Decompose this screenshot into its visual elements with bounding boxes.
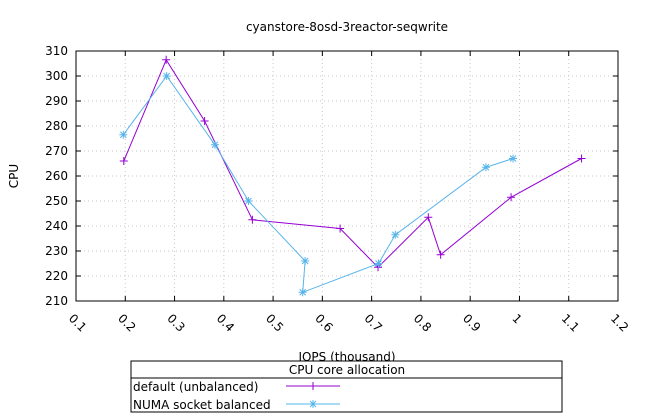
chart-title: cyanstore-8osd-3reactor-seqwrite <box>246 20 448 34</box>
y-tick-label: 260 <box>45 169 68 183</box>
y-tick-label: 290 <box>45 94 68 108</box>
data-point-default <box>436 250 445 259</box>
data-point-numa <box>210 140 219 149</box>
y-axis-label: CPU <box>7 164 21 188</box>
x-tick-label: 0.4 <box>214 311 237 334</box>
grid-lines <box>75 50 619 302</box>
data-point-default <box>119 157 128 165</box>
legend-marker-numa <box>309 400 317 408</box>
axis-ticks: 210 220 230 240 250 260 270 280 290 300 310 0.1 0.2 0… <box>45 44 631 335</box>
y-tick-label: 230 <box>45 244 68 258</box>
data-point-default <box>336 224 345 233</box>
series-default <box>119 55 586 272</box>
marker-stroke <box>119 131 127 139</box>
data-point-numa <box>162 72 171 80</box>
legend-box <box>130 360 563 413</box>
x-tick-label: 0.2 <box>115 311 138 334</box>
marker-stroke <box>375 260 382 267</box>
marker-stroke <box>163 72 171 80</box>
x-tick-label: 0.6 <box>312 311 335 334</box>
legend-label-default: default (unbalanced) <box>133 380 258 394</box>
series-layer <box>119 55 586 297</box>
marker-stroke <box>482 163 490 171</box>
y-tick-label: 310 <box>45 44 68 58</box>
x-tick-label: 0.5 <box>263 311 286 334</box>
x-tick-label: 1.2 <box>608 311 631 334</box>
data-point-default <box>248 215 257 224</box>
data-point-numa <box>298 288 307 297</box>
y-tick-label: 220 <box>45 269 68 283</box>
legend-title: CPU core allocation <box>289 363 405 377</box>
data-point-numa <box>509 154 518 163</box>
legend: CPU core allocation default (unbalanced)… <box>130 360 563 413</box>
marker-stroke <box>211 141 219 149</box>
x-tick-label: 1.1 <box>559 311 582 334</box>
series-numa <box>119 72 518 297</box>
data-point-numa <box>374 259 383 268</box>
data-point-numa <box>119 130 128 139</box>
y-tick-label: 210 <box>45 294 68 308</box>
y-tick-label: 250 <box>45 194 68 208</box>
data-point-default <box>162 55 171 64</box>
marker-stroke <box>509 155 517 162</box>
series-line-numa <box>122 75 514 294</box>
data-point-default <box>507 193 516 202</box>
series-line-default <box>123 58 582 269</box>
legend-label-numa: NUMA socket balanced <box>133 398 271 412</box>
marker-stroke <box>301 257 309 265</box>
legend-sample-default <box>286 382 340 390</box>
marker-stroke <box>309 400 317 408</box>
legend-samples <box>286 382 340 408</box>
marker-stroke <box>391 231 399 239</box>
y-tick-label: 270 <box>45 144 68 158</box>
x-tick-label: 1 <box>509 311 524 326</box>
data-point-numa <box>481 163 490 172</box>
x-tick-label: 0.9 <box>460 311 483 334</box>
x-tick-label: 0.8 <box>411 311 434 334</box>
y-tick-label: 240 <box>45 219 68 233</box>
y-tick-label: 300 <box>45 69 68 83</box>
legend-marker-default <box>309 382 317 390</box>
x-tick-label: 0.1 <box>66 311 89 334</box>
y-tick-label: 280 <box>45 119 68 133</box>
data-point-default <box>424 213 433 222</box>
marker-stroke <box>245 197 252 205</box>
data-point-default <box>200 117 209 125</box>
data-point-numa <box>391 230 400 239</box>
plot-frame <box>75 50 619 302</box>
legend-sample-numa <box>286 400 340 408</box>
data-point-default <box>577 154 586 163</box>
marker-stroke <box>299 288 307 296</box>
data-point-numa <box>244 197 253 205</box>
data-point-numa <box>301 257 310 265</box>
x-tick-label: 0.3 <box>164 311 187 334</box>
x-tick-label: 0.7 <box>362 311 385 334</box>
